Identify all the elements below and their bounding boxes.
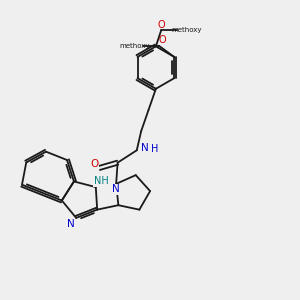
Text: NH: NH: [94, 176, 109, 186]
Text: methoxy: methoxy: [119, 43, 150, 49]
Text: O: O: [159, 35, 166, 46]
Text: N: N: [112, 184, 120, 194]
Text: N: N: [141, 143, 149, 153]
Text: methoxy: methoxy: [171, 27, 202, 33]
Text: H: H: [151, 144, 158, 154]
Text: O: O: [90, 158, 98, 169]
Text: O: O: [158, 20, 165, 30]
Text: N: N: [67, 219, 75, 229]
